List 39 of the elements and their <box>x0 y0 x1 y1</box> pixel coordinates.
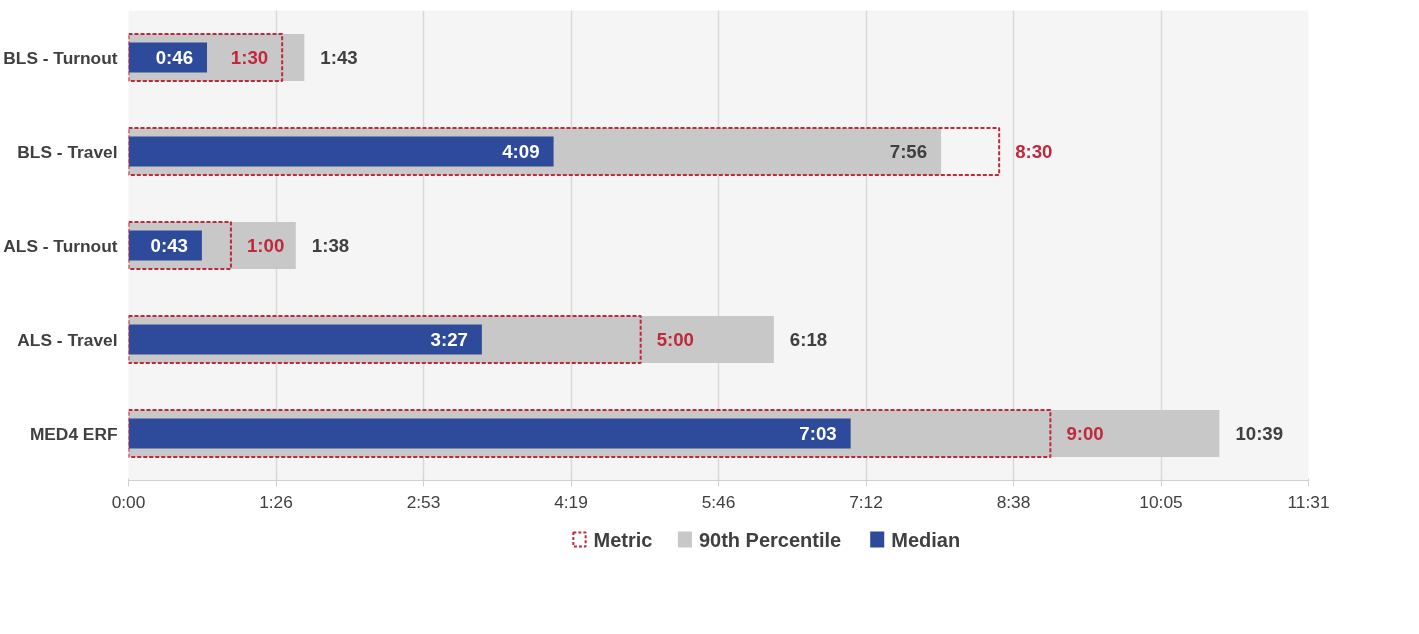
x-tick-label: 11:31 <box>1287 491 1330 512</box>
data-label: 0:43 <box>150 235 188 256</box>
x-tick-label: 7:12 <box>849 491 883 512</box>
data-label: 1:38 <box>311 235 350 256</box>
data-label: 9:00 <box>1066 423 1104 444</box>
y-tick-label: BLS - Turnout <box>3 47 118 68</box>
data-label: 4:09 <box>502 141 540 162</box>
legend-label: 90th Percentile <box>698 528 842 551</box>
data-label: 0:46 <box>155 47 194 68</box>
x-tick-label: 8:38 <box>996 491 1031 512</box>
data-label: 3:27 <box>430 329 468 350</box>
data-label: 7:03 <box>799 423 837 444</box>
data-label: 1:43 <box>320 47 358 68</box>
legend-label: Metric <box>593 528 653 551</box>
y-tick-label: ALS - Travel <box>17 329 118 350</box>
x-tick-label: 1:26 <box>259 491 293 512</box>
x-tick-label: 0:00 <box>111 491 146 512</box>
x-tick-label: 2:53 <box>406 491 441 512</box>
bar <box>128 409 1052 458</box>
x-tick-label: 10:05 <box>1139 491 1183 512</box>
bar <box>128 33 284 82</box>
data-label: 8:30 <box>1015 141 1053 162</box>
x-tick-label: 5:46 <box>701 491 736 512</box>
bar <box>128 136 554 167</box>
bar <box>128 315 642 364</box>
y-tick-label: MED4 ERF <box>29 423 118 444</box>
legend-label: Median <box>891 528 961 551</box>
data-label: 5:00 <box>656 329 694 350</box>
data-label: 6:18 <box>789 329 828 350</box>
bar <box>128 221 232 270</box>
y-tick-label: ALS - Turnout <box>3 235 118 256</box>
data-label: 1:00 <box>246 235 285 256</box>
bar <box>128 418 851 449</box>
y-tick-label: BLS - Travel <box>17 141 118 162</box>
data-label: 1:30 <box>230 47 269 68</box>
x-tick-label: 4:19 <box>554 491 588 512</box>
data-label: 7:56 <box>889 141 928 162</box>
bar <box>128 324 482 355</box>
data-label: 10:39 <box>1235 423 1284 444</box>
